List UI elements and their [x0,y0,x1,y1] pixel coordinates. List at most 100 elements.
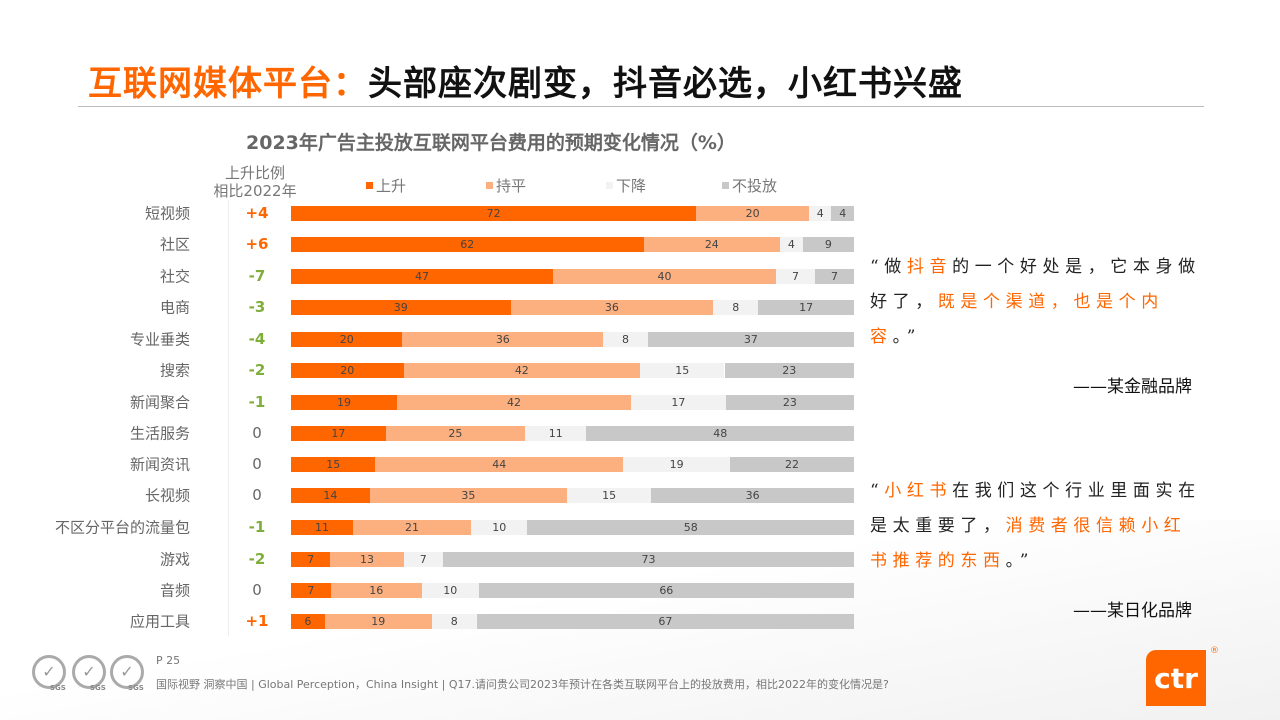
bar-segment-下降: 7 [775,269,815,284]
quote-1: “做抖音的一个好处是，它本身做好了，既是个渠道，也是个内容。” [870,250,1205,355]
category-label: 搜索 [159,361,190,380]
delta-value: +4 [245,204,269,222]
quote-highlight: 小红书 [884,481,953,501]
delta-value: 0 [252,424,262,442]
bar-segment-持平: 42 [396,395,632,410]
bar-segment-上升: 19 [291,395,397,410]
title-rest: 头部座次剧变，抖音必选，小红书兴盛 [368,64,963,104]
bar-segment-下降: 4 [808,206,832,221]
quote-2-source: ——某日化品牌 [1073,601,1192,621]
bar-segment-下降: 15 [640,363,725,378]
bar-segment-不投放: 73 [443,552,854,567]
bar-segment-下降: 15 [566,488,652,503]
bar-segment-上升: 20 [291,332,403,347]
sgs-certification-icon: ✓ [110,655,144,689]
bar-segment-持平: 19 [324,614,432,629]
bar-segment-持平: 36 [510,300,714,315]
delta-header-line2: 相比2022年 [213,182,297,200]
bar-segment-上升: 62 [291,237,644,252]
category-label: 电商 [159,298,190,317]
bar-segment-不投放: 37 [647,332,854,347]
title-highlight: 互联网媒体平台： [88,64,368,104]
legend-label: 持平 [496,177,527,195]
bar-segment-不投放: 36 [651,488,854,503]
delta-value: +6 [245,235,269,253]
category-label: 音频 [159,581,190,600]
title-divider [78,106,1204,107]
bar-segment-下降: 8 [603,332,648,347]
delta-value: -3 [248,298,266,316]
bar-segment-下降: 11 [525,426,587,441]
bar-segment-不投放: 67 [476,614,854,629]
category-label: 长视频 [144,486,190,505]
page-number: P 25 [156,654,181,667]
sgs-label: SGS [50,684,66,692]
bar-segment-下降: 17 [631,395,726,410]
legend-label: 下降 [616,177,647,195]
bar-segment-不投放: 66 [478,583,854,598]
category-label: 新闻资讯 [129,455,190,474]
bar-segment-不投放: 17 [758,300,854,315]
delta-value: -1 [248,393,266,411]
delta-value: -7 [248,267,266,285]
bar-segment-下降: 19 [623,457,731,472]
delta-value: -2 [248,361,266,379]
category-label: 社区 [159,235,190,254]
category-label: 短视频 [144,204,190,223]
delta-value: 0 [252,486,262,504]
category-label: 游戏 [159,550,190,569]
bar-segment-持平: 36 [402,332,604,347]
category-label: 专业垂类 [129,330,190,349]
bar-segment-不投放: 9 [802,237,854,252]
legend-swatch [366,182,373,189]
quote-text: 的一个好处是，它本身做好了， [870,257,1201,312]
quote-text: “做 [870,257,907,277]
footer-note: 国际视野 洞察中国 | Global Perception，China Insi… [156,678,889,691]
quote-text: 。” [892,327,922,347]
legend-item: 下降 [606,175,646,196]
legend-swatch [486,182,493,189]
bar-segment-下降: 10 [421,583,479,598]
category-label: 不区分平台的流量包 [54,518,190,537]
bar-segment-不投放: 22 [730,457,854,472]
legend-item: 持平 [486,175,526,196]
quote-text: 。” [1005,551,1035,571]
sgs-label: SGS [128,684,144,692]
bar-segment-持平: 35 [369,488,567,503]
bar-segment-持平: 20 [696,206,809,221]
delta-value: -4 [248,330,266,348]
delta-value: -2 [248,550,266,568]
bar-segment-不投放: 48 [586,426,854,441]
ctr-logo: ctr [1146,650,1206,706]
legend-swatch [722,182,729,189]
quote-highlight: 消费者很信赖小红书推荐的东西 [870,516,1187,571]
legend-swatch [606,182,613,189]
delta-value: +1 [245,612,269,630]
quote-1-source: ——某金融品牌 [1073,377,1192,397]
sgs-label: SGS [90,684,106,692]
bar-segment-下降: 10 [471,520,528,535]
divider [228,200,229,636]
sgs-certification-icon: ✓ [72,655,106,689]
bar-segment-持平: 16 [330,583,422,598]
bar-segment-持平: 21 [352,520,472,535]
quote-highlight: 抖音 [906,257,953,277]
legend-label: 上升 [376,177,407,195]
delta-value: 0 [252,581,262,599]
legend-label: 不投放 [732,177,778,195]
bar-segment-上升: 47 [291,269,553,284]
bar-segment-上升: 11 [291,520,353,535]
category-label: 社交 [159,267,190,286]
quote-highlight: 既是个渠道，也是个内容 [870,292,1164,347]
bar-segment-持平: 42 [403,363,641,378]
bar-segment-不投放: 7 [814,269,854,284]
bar-segment-下降: 8 [431,614,477,629]
bar-segment-上升: 72 [291,206,697,221]
bar-segment-下降: 8 [713,300,759,315]
legend-item: 不投放 [722,175,777,196]
registered-mark: ® [1210,646,1219,656]
legend-item: 上升 [366,175,406,196]
delta-header: 上升比例 相比2022年 [205,164,305,200]
bar-segment-上升: 7 [291,583,331,598]
chart-title: 2023年广告主投放互联网平台费用的预期变化情况（%） [246,132,736,154]
